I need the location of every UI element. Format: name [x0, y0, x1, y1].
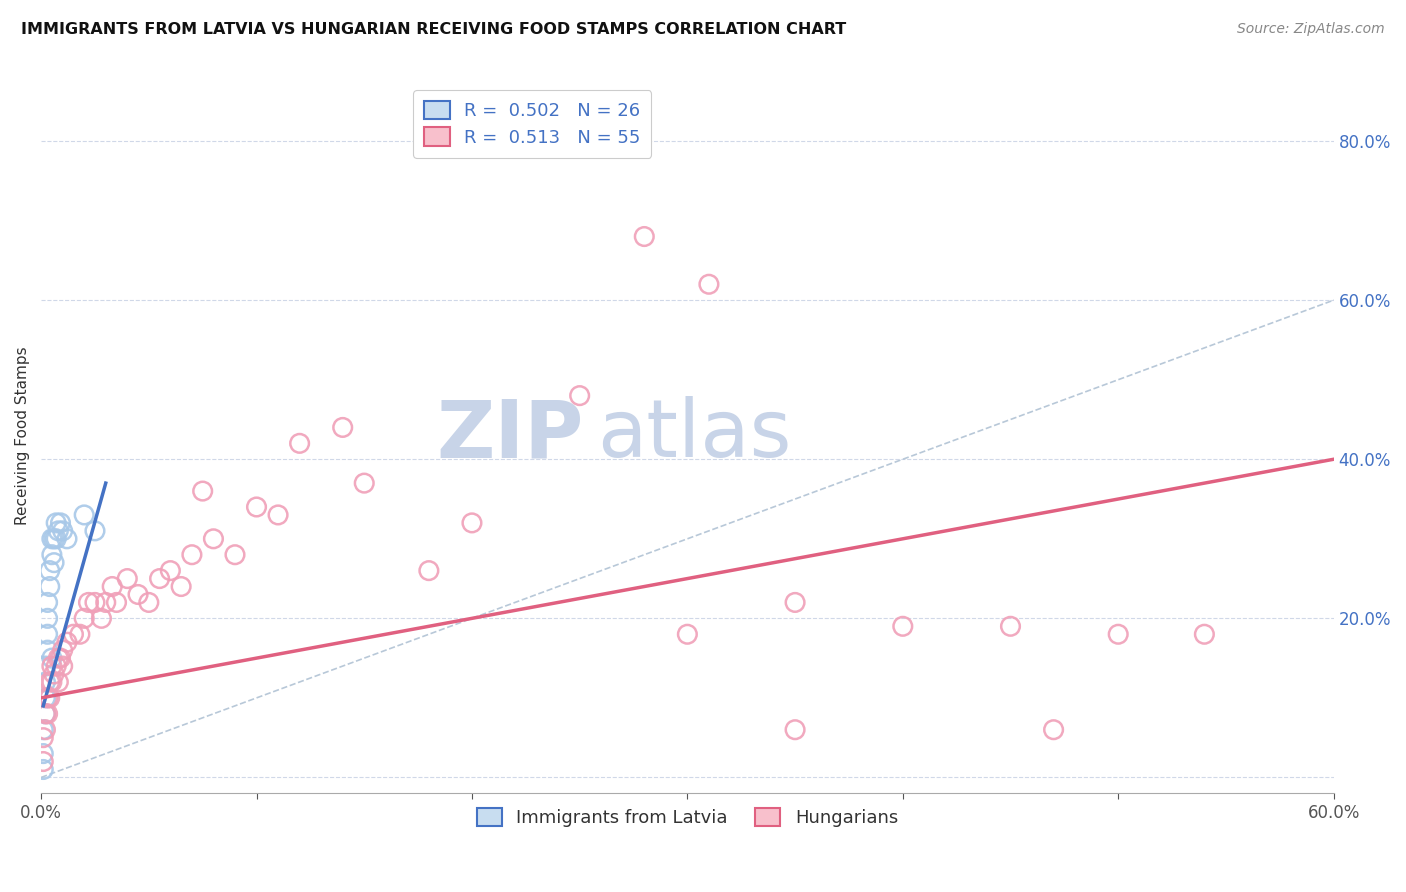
Point [42, 556, 65, 570]
Point [32, 731, 55, 745]
Point [42, 532, 65, 546]
Point [45, 532, 67, 546]
Point [138, 595, 160, 609]
Point [170, 580, 193, 594]
Point [41, 532, 63, 546]
Point [73, 611, 96, 625]
Point [94, 595, 117, 609]
Point [34, 723, 56, 737]
Point [32, 755, 55, 769]
Point [41, 675, 63, 690]
Point [127, 587, 149, 601]
Point [101, 580, 124, 594]
Point [32, 747, 55, 761]
Point [34, 706, 56, 721]
Point [180, 548, 202, 562]
Point [191, 484, 214, 499]
Point [783, 723, 806, 737]
Point [32, 723, 55, 737]
Point [56, 635, 79, 649]
Point [49, 651, 72, 665]
Point [461, 516, 484, 530]
Point [37, 690, 59, 705]
Point [73, 508, 96, 522]
Point [37, 706, 59, 721]
Point [105, 595, 128, 609]
Point [52, 643, 75, 657]
Point [38, 690, 60, 705]
Point [41, 548, 63, 562]
Point [224, 548, 246, 562]
Point [891, 619, 914, 633]
Point [41, 651, 63, 665]
Point [56, 532, 79, 546]
Point [46, 675, 69, 690]
Point [38, 580, 60, 594]
Point [245, 500, 267, 514]
Point [418, 564, 440, 578]
Point [1194, 627, 1216, 641]
Point [69, 627, 91, 641]
Point [77, 595, 100, 609]
Point [37, 643, 59, 657]
Point [676, 627, 699, 641]
Text: IMMIGRANTS FROM LATVIA VS HUNGARIAN RECEIVING FOOD STAMPS CORRELATION CHART: IMMIGRANTS FROM LATVIA VS HUNGARIAN RECE… [21, 22, 846, 37]
Point [1000, 619, 1022, 633]
Point [1107, 627, 1129, 641]
Point [45, 516, 67, 530]
Point [353, 476, 375, 491]
Point [568, 389, 591, 403]
Point [84, 595, 107, 609]
Point [45, 659, 67, 673]
Point [149, 572, 172, 586]
Point [202, 532, 225, 546]
Point [46, 524, 69, 538]
Text: atlas: atlas [598, 396, 792, 475]
Point [633, 229, 655, 244]
Point [52, 524, 75, 538]
Point [52, 659, 75, 673]
Point [84, 524, 107, 538]
Point [41, 659, 63, 673]
Point [37, 627, 59, 641]
Point [34, 690, 56, 705]
Y-axis label: Receiving Food Stamps: Receiving Food Stamps [15, 346, 30, 524]
Legend: Immigrants from Latvia, Hungarians: Immigrants from Latvia, Hungarians [470, 801, 905, 834]
Point [117, 572, 139, 586]
Point [34, 659, 56, 673]
Point [37, 595, 59, 609]
Text: Source: ZipAtlas.com: Source: ZipAtlas.com [1237, 22, 1385, 37]
Point [49, 516, 72, 530]
Point [159, 564, 181, 578]
Point [697, 277, 720, 292]
Point [34, 675, 56, 690]
Point [38, 675, 60, 690]
Point [90, 611, 112, 625]
Point [1042, 723, 1064, 737]
Point [267, 508, 290, 522]
Point [62, 627, 84, 641]
Point [32, 763, 55, 777]
Text: ZIP: ZIP [437, 396, 583, 475]
Point [288, 436, 311, 450]
Point [332, 420, 354, 434]
Point [37, 611, 59, 625]
Point [38, 564, 60, 578]
Point [783, 595, 806, 609]
Point [34, 706, 56, 721]
Point [42, 667, 65, 681]
Point [46, 651, 69, 665]
